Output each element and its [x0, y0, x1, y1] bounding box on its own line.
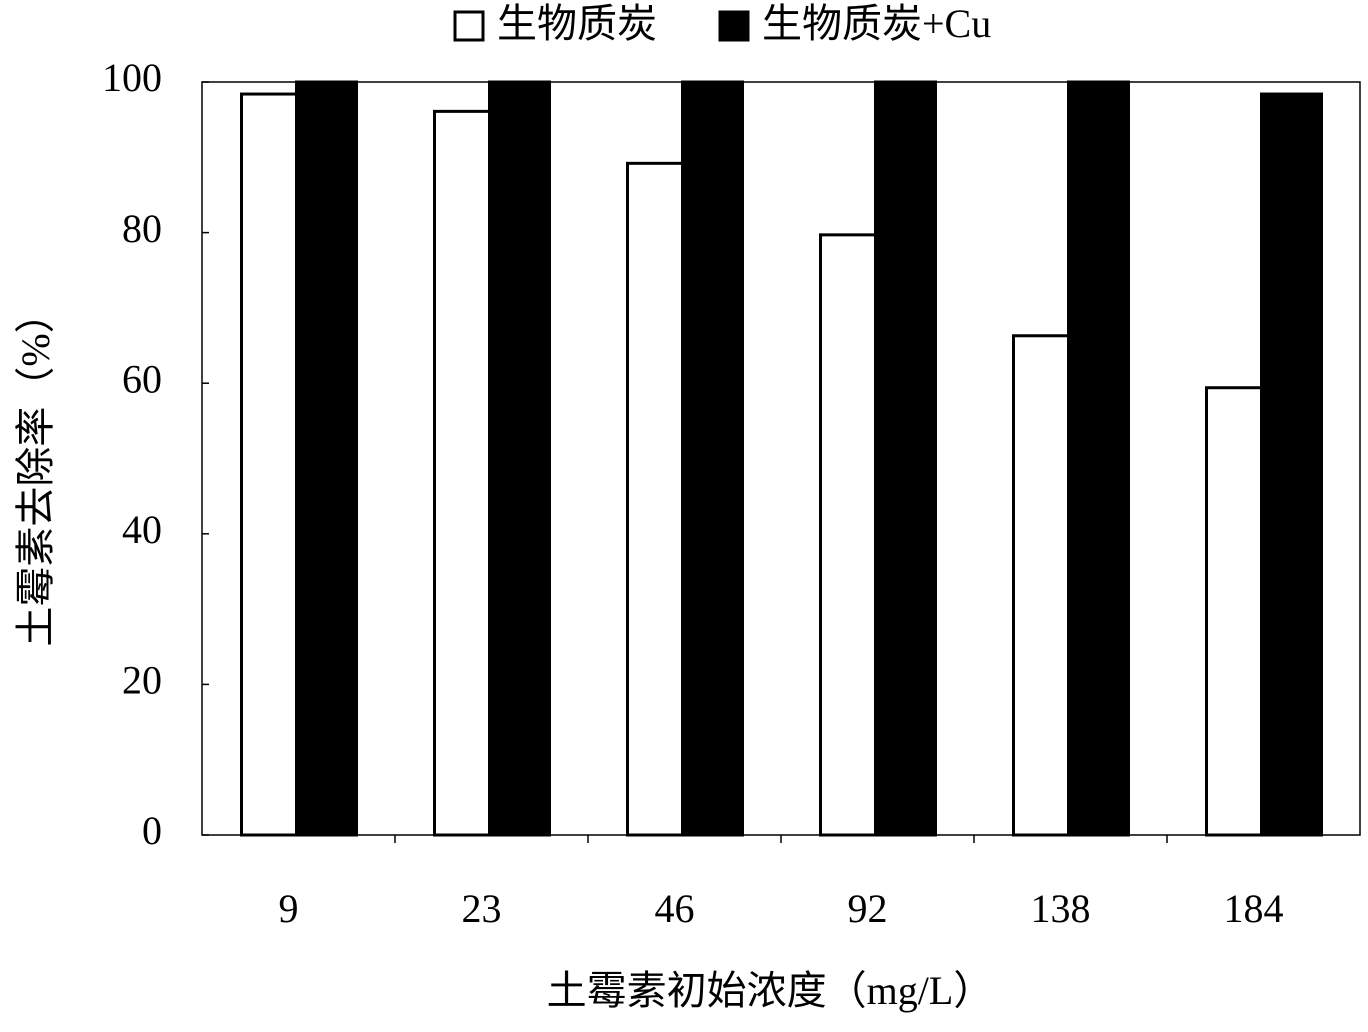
y-axis-title: 土霉素去除率（%）	[13, 293, 58, 646]
bar	[1012, 334, 1070, 837]
x-tick-label: 23	[462, 886, 502, 931]
y-tick-label: 80	[122, 206, 162, 251]
bar	[488, 80, 551, 837]
bar	[433, 109, 491, 837]
legend-label: 生物质炭+Cu	[762, 1, 991, 46]
plot-area	[201, 81, 1361, 836]
legend-swatch	[453, 10, 485, 42]
bar	[1260, 92, 1323, 837]
bar	[626, 161, 684, 837]
bar	[1067, 80, 1130, 837]
y-tick-label: 20	[122, 658, 162, 703]
bar	[681, 80, 744, 837]
x-tick-label: 138	[1031, 886, 1091, 931]
bar	[240, 92, 298, 837]
y-tick-label: 100	[102, 55, 162, 100]
legend-swatch	[718, 10, 750, 42]
x-tick-label: 92	[848, 886, 888, 931]
y-tick-label: 0	[142, 808, 162, 853]
legend-label: 生物质炭	[497, 1, 657, 46]
x-tick-label: 184	[1224, 886, 1284, 931]
bar	[1205, 386, 1263, 837]
x-axis-title: 土霉素初始浓度（mg/L）	[547, 968, 994, 1013]
x-tick-label: 9	[279, 886, 299, 931]
y-tick-label: 60	[122, 356, 162, 401]
y-tick-label: 40	[122, 507, 162, 552]
x-tick-label: 46	[655, 886, 695, 931]
bar	[295, 80, 358, 837]
bar	[819, 233, 877, 837]
bar	[874, 80, 937, 837]
